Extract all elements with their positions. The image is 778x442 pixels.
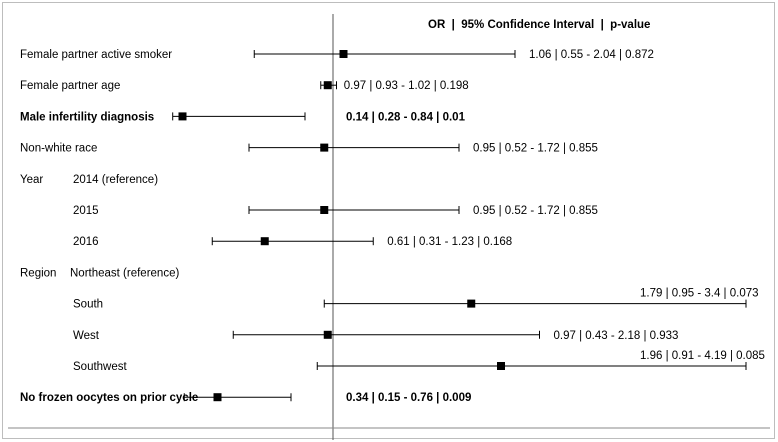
estimate-text: 1.06 | 0.55 - 2.04 | 0.872: [529, 49, 654, 61]
point-estimate: [339, 50, 348, 58]
point-estimate: [320, 206, 329, 214]
point-estimate: [320, 143, 329, 152]
estimate-text: 0.97 | 0.93 - 1.02 | 0.198: [344, 80, 469, 92]
estimate-text: 1.79 | 0.95 - 3.4 | 0.073: [640, 288, 759, 300]
row-label: No frozen oocytes on prior cycle: [20, 392, 198, 404]
point-estimate: [323, 81, 332, 90]
row-label: Non-white race: [20, 143, 97, 155]
point-estimate: [467, 299, 476, 308]
row-label: Northeast (reference): [70, 267, 179, 279]
group-label: Region: [20, 267, 56, 279]
estimate-text: 0.34 | 0.15 - 0.76 | 0.009: [346, 392, 471, 404]
row-label: Male infertility diagnosis: [20, 111, 154, 123]
row-label: West: [73, 330, 100, 342]
row-label: 2016: [73, 236, 99, 248]
estimate-text: 0.95 | 0.52 - 1.72 | 0.855: [473, 143, 598, 155]
row-label: 2015: [73, 205, 99, 217]
estimate-text: 1.96 | 0.91 - 4.19 | 0.085: [640, 350, 765, 362]
point-estimate: [323, 330, 332, 339]
row-label: Female partner active smoker: [20, 49, 172, 61]
point-estimate: [213, 393, 222, 402]
row-label: Female partner age: [20, 80, 120, 92]
row-label: 2014 (reference): [73, 174, 158, 186]
group-label: Year: [20, 174, 43, 186]
point-estimate: [497, 362, 505, 370]
estimate-text: 0.14 | 0.28 - 0.84 | 0.01: [346, 111, 466, 123]
point-estimate: [178, 112, 187, 121]
point-estimate: [260, 237, 269, 246]
estimate-text: 0.61 | 0.31 - 1.23 | 0.168: [387, 236, 512, 248]
row-label: South: [73, 299, 103, 311]
row-label: Southwest: [73, 361, 128, 373]
estimate-text: 0.95 | 0.52 - 1.72 | 0.855: [473, 205, 598, 217]
estimate-text: 0.97 | 0.43 - 2.18 | 0.933: [554, 330, 679, 342]
column-header: OR | 95% Confidence Interval | p-value: [428, 19, 650, 31]
